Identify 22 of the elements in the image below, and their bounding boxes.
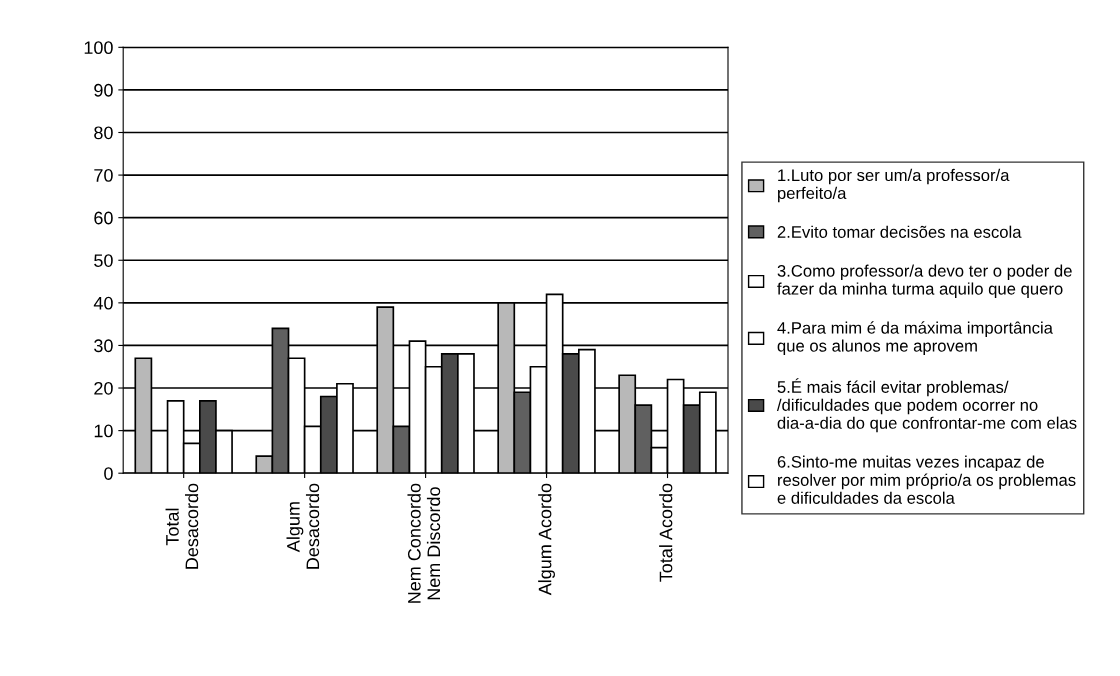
legend-label: 4.Para mim é da máxima importância que os alunos me aprovem — [777, 321, 1053, 356]
x-tick-label: Nem Concordo Nem Discordo — [407, 483, 441, 603]
legend-label: 2.Evito tomar decisões na escola — [777, 225, 1022, 238]
y-tick-label: 30 — [94, 339, 113, 353]
legend-label: 6.Sinto-me muitas vezes incapaz de resolver por mim próprio/a os problemas e dificuldades da escola — [777, 455, 1076, 504]
x-tick-label: Algum Desacordo — [286, 483, 320, 569]
legend-label: 5.É mais fácil evitar problemas/ /dificuldades que podem ocorrer no dia-a-dia do que confrontar-me com elas — [776, 378, 1077, 433]
legend-label: 3.Como professor/a devo ter o poder de fazer da minha turma aquilo que quero — [777, 264, 1072, 298]
y-tick-label: 70 — [94, 169, 113, 182]
x-tick-label: Total Desacordo — [165, 483, 199, 569]
y-tick-label: 80 — [94, 126, 113, 140]
x-tick-label: Total Acordo — [659, 483, 673, 582]
y-tick-label: 0 — [104, 467, 113, 480]
y-tick-label: 40 — [93, 296, 113, 310]
y-tick-label: 10 — [94, 424, 113, 438]
y-tick-label: 60 — [94, 211, 113, 225]
y-tick-label: 50 — [94, 254, 113, 267]
y-tick-label: 100 — [84, 41, 113, 55]
legend-label: 1.Luto por ser um/a professor/a perfeito/a — [778, 168, 1010, 203]
y-tick-label: 20 — [94, 381, 113, 395]
x-tick-label: Algum Acordo — [538, 483, 555, 596]
y-tick-label: 90 — [94, 83, 113, 97]
